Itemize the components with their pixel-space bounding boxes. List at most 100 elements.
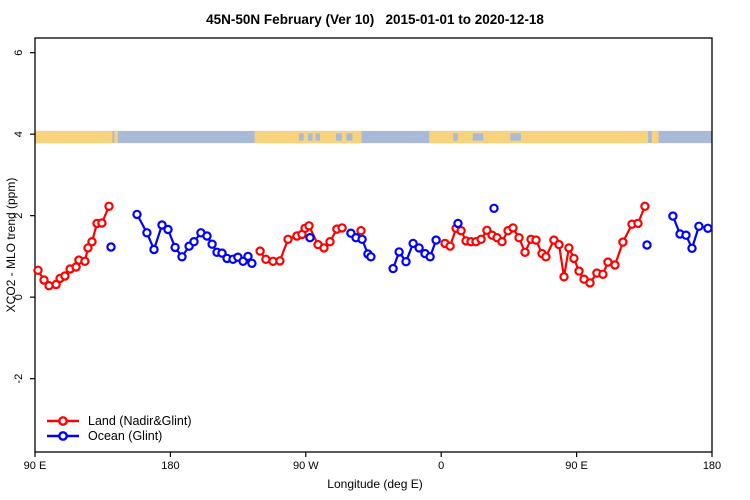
data-point-land — [33, 265, 43, 275]
data-point-ocean — [247, 258, 257, 268]
data-point-ocean — [453, 218, 463, 229]
data-point-land — [508, 223, 518, 233]
data-point-land — [356, 225, 366, 236]
data-point-ocean — [202, 231, 212, 241]
series-line-land — [37, 205, 111, 287]
data-point-land — [585, 278, 595, 288]
map-strip-water-patch — [299, 133, 304, 141]
data-point-land — [569, 253, 579, 264]
data-point-land — [559, 272, 569, 282]
data-point-land — [83, 243, 93, 253]
data-point-land — [39, 275, 49, 285]
data-point-ocean — [668, 211, 678, 221]
data-point-land — [445, 241, 455, 251]
data-point-ocean — [132, 209, 142, 220]
data-point-ocean — [425, 252, 435, 262]
data-point-ocean — [681, 230, 691, 240]
map-strip-land — [429, 130, 649, 144]
data-point-land — [640, 201, 650, 211]
data-point-ocean — [394, 247, 404, 257]
data-point-ocean — [207, 239, 217, 249]
data-point-ocean — [142, 228, 152, 238]
map-strip-land — [651, 130, 659, 144]
legend-item-land: Land (Nadir&Glint) — [46, 413, 192, 428]
legend-label-land: Land (Nadir&Glint) — [88, 413, 192, 428]
data-point-ocean — [305, 232, 315, 243]
y-tick-label: 0 — [13, 294, 25, 300]
data-point-land — [60, 271, 70, 281]
data-point-land — [564, 243, 574, 253]
data-point-land — [337, 223, 347, 233]
data-point-ocean — [189, 236, 199, 247]
legend-item-ocean: Ocean (Glint) — [46, 428, 192, 443]
data-point-ocean — [401, 257, 411, 267]
data-point-land — [319, 243, 329, 253]
data-point-land — [104, 201, 114, 211]
data-point-land — [97, 218, 107, 228]
data-point-land — [541, 252, 551, 262]
ocean-series-marker-icon — [47, 430, 79, 441]
data-point-ocean — [703, 223, 713, 233]
data-point-land — [520, 247, 530, 257]
map-strip-water-patch — [346, 133, 353, 141]
land-series-marker-icon — [47, 415, 79, 426]
x-tick-label: 90 E — [24, 460, 47, 472]
data-point-ocean — [408, 238, 418, 249]
data-point-ocean — [170, 242, 180, 253]
data-point-land — [531, 235, 541, 245]
data-point-ocean — [431, 235, 441, 245]
data-point-land — [514, 232, 524, 243]
data-point-land — [87, 236, 97, 247]
data-point-ocean — [149, 244, 159, 255]
data-point-land — [304, 221, 314, 231]
data-point-ocean — [642, 240, 652, 250]
legend: Land (Nadir&Glint) Ocean (Glint) — [46, 413, 192, 443]
map-strip-water-patch — [472, 133, 484, 141]
data-point-land — [598, 269, 608, 279]
map-strip-water-patch — [510, 133, 521, 141]
x-tick-label: 90 E — [565, 460, 588, 472]
data-point-land — [618, 237, 628, 247]
map-strip-land — [35, 130, 113, 144]
x-tick-label: 180 — [161, 460, 179, 472]
data-point-ocean — [414, 243, 424, 253]
data-point-ocean — [694, 221, 704, 231]
data-point-land — [255, 246, 265, 256]
data-point-ocean — [357, 234, 367, 244]
data-point-ocean — [177, 252, 187, 262]
y-tick-label: 2 — [13, 213, 25, 219]
map-strip-water-patch — [335, 133, 342, 141]
x-tick-label: 0 — [438, 460, 444, 472]
data-point-land — [275, 256, 285, 266]
data-point-land — [574, 266, 584, 276]
data-point-ocean — [243, 251, 253, 262]
map-strip-water-patch — [453, 133, 458, 141]
data-point-land — [476, 234, 486, 244]
legend-label-ocean: Ocean (Glint) — [88, 428, 163, 443]
data-point-land — [610, 260, 620, 270]
data-point-land — [283, 234, 293, 244]
data-point-ocean — [687, 243, 697, 253]
x-tick-label: 180 — [703, 460, 721, 472]
data-point-land — [497, 236, 507, 247]
x-axis-label: Longitude (deg E) — [327, 477, 423, 491]
y-tick-label: 6 — [13, 50, 25, 56]
data-point-ocean — [217, 248, 227, 258]
data-point-land — [633, 218, 643, 229]
data-point-land — [80, 256, 90, 266]
data-point-ocean — [489, 203, 499, 213]
data-point-ocean — [106, 242, 116, 252]
plot-border — [34, 37, 713, 453]
y-tick-label: 4 — [13, 131, 25, 137]
data-point-land — [456, 225, 466, 236]
map-strip-water-patch — [315, 133, 321, 141]
data-point-land — [44, 281, 54, 291]
data-point-ocean — [157, 220, 167, 230]
data-point-ocean — [366, 252, 376, 262]
x-tick-label: 90 W — [293, 460, 319, 472]
data-point-land — [554, 239, 564, 250]
chart-title: 45N-50N February (Ver 10) 2015-01-01 to … — [206, 12, 544, 27]
y-tick-label: -2 — [13, 374, 25, 384]
data-point-ocean — [163, 224, 173, 235]
